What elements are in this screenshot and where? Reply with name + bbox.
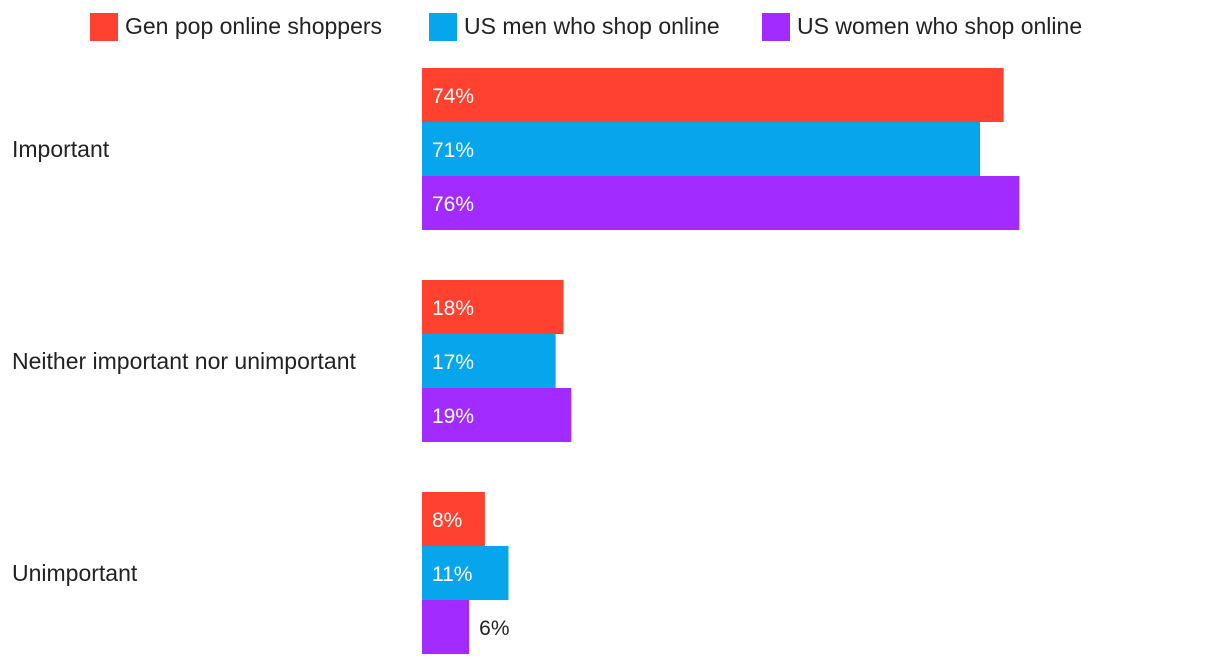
legend-swatch (90, 13, 118, 41)
bar-value-label: 8% (432, 509, 462, 532)
legend: Gen pop online shoppers US men who shop o… (90, 13, 1082, 41)
bar (422, 280, 564, 334)
bar (422, 176, 1020, 230)
legend-label: US women who shop online (797, 13, 1082, 39)
legend-swatch (429, 13, 457, 41)
category-label: Unimportant (12, 560, 138, 586)
legend-label: Gen pop online shoppers (125, 13, 382, 39)
bar (422, 546, 509, 600)
bars (422, 68, 1020, 654)
bar (422, 600, 470, 654)
bar (422, 122, 981, 176)
category-label: Neither important nor unimportant (12, 348, 356, 374)
bar (422, 388, 572, 442)
bar (422, 68, 1004, 122)
bar-labels: 74% 71% 76% 18% 17% 19% 8% 11% 6% (432, 85, 510, 640)
bar-value-label: 74% (432, 85, 474, 108)
bar-value-label: 6% (479, 617, 509, 640)
legend-label: US men who shop online (464, 13, 720, 39)
bar-value-label: 19% (432, 405, 474, 428)
bar-value-label: 17% (432, 351, 474, 374)
category-label: Important (12, 136, 110, 162)
bar-value-label: 71% (432, 139, 474, 162)
bar-value-label: 11% (432, 563, 472, 586)
bar (422, 334, 556, 388)
bar (422, 492, 485, 546)
category-labels: Important Neither important nor unimporta… (12, 136, 356, 586)
legend-swatch (762, 13, 790, 41)
bar-value-label: 18% (432, 297, 474, 320)
bar-value-label: 76% (432, 193, 474, 216)
